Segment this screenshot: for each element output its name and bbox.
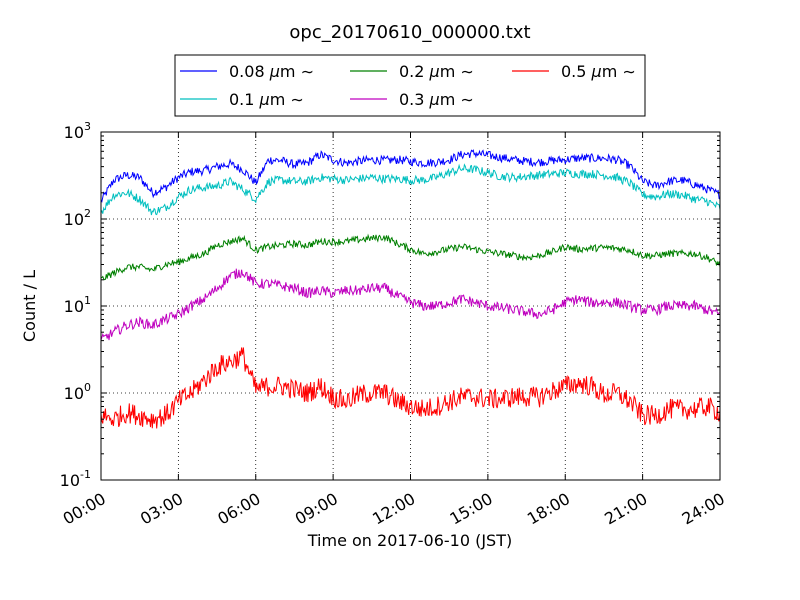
x-tick-label: 06:00 bbox=[214, 489, 263, 529]
series-line-0_08 bbox=[101, 150, 720, 201]
y-tick-label: 103 bbox=[64, 120, 91, 142]
legend-label: 0.5 μm ∼ bbox=[561, 62, 636, 81]
y-tick-label: 102 bbox=[64, 207, 91, 229]
x-axis-label: Time on 2017-06-10 (JST) bbox=[307, 531, 512, 550]
y-tick-label: 101 bbox=[64, 294, 91, 316]
legend-label: 0.2 μm ∼ bbox=[399, 62, 474, 81]
x-tick-label: 12:00 bbox=[369, 489, 418, 529]
x-tick-label: 24:00 bbox=[679, 489, 728, 529]
x-tick-label: 03:00 bbox=[137, 489, 186, 529]
y-tick-label: 10-1 bbox=[60, 468, 91, 490]
legend-label: 0.08 μm ∼ bbox=[229, 62, 314, 81]
plot-series-lines bbox=[101, 150, 720, 428]
x-tick-label: 21:00 bbox=[601, 489, 650, 529]
opc-count-chart: opc_20170610_000000.txt 0.08 μm ∼ 0.1 μm … bbox=[0, 0, 800, 600]
chart-title: opc_20170610_000000.txt bbox=[289, 22, 530, 43]
legend-label: 0.1 μm ∼ bbox=[229, 90, 304, 109]
x-tick-label: 09:00 bbox=[292, 489, 341, 529]
y-axis-label: Count / L bbox=[20, 270, 39, 342]
x-tick-label: 15:00 bbox=[446, 489, 495, 529]
legend: 0.08 μm ∼ 0.1 μm ∼ 0.2 μm ∼ 0.3 μm ∼ 0.5 μm … bbox=[175, 55, 645, 116]
legend-label: 0.3 μm ∼ bbox=[399, 90, 474, 109]
x-tick-label: 00:00 bbox=[60, 489, 109, 529]
x-tick-label: 18:00 bbox=[524, 489, 573, 529]
y-tick-label: 100 bbox=[64, 381, 91, 403]
